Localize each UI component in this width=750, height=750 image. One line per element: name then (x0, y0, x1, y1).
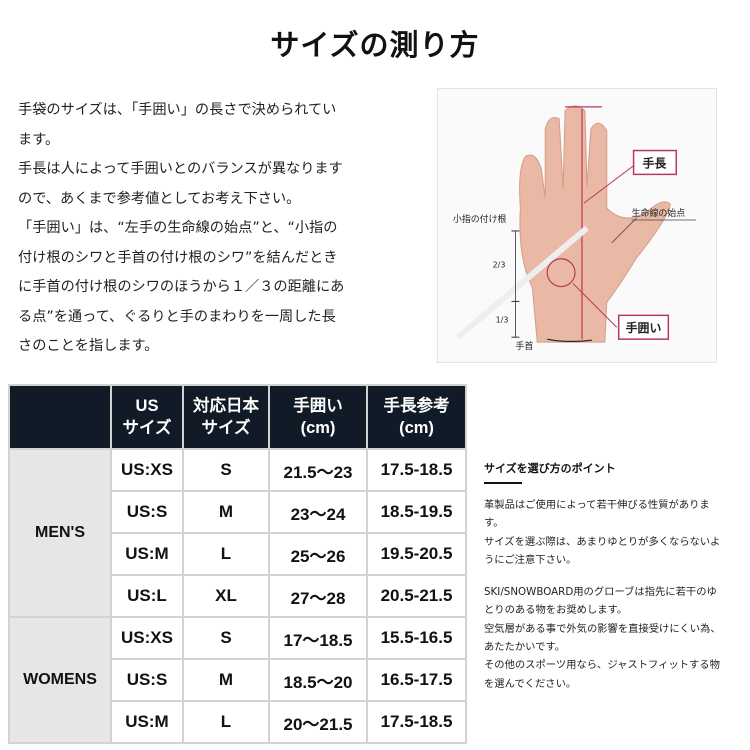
hand-length-cell: 18.5-19.5 (366, 490, 467, 534)
intro-line: ます。 (18, 131, 60, 148)
intro-text: 手袋のサイズは、「手囲い」の長さで決められてい ます。 手長は人によって手囲いと… (18, 96, 398, 362)
intro-line: ので、あくまで参考値としてお考え下さい。 (18, 190, 301, 207)
intro-line: さのことを指します。 (18, 338, 159, 354)
label-wrist: 手首 (515, 340, 533, 352)
table-row: US:M L 20〜21.5 17.5-18.5 (9, 700, 467, 744)
hand-circ-cell: 20〜21.5 (268, 700, 368, 744)
jp-size-cell: XL (182, 574, 270, 618)
table-row: US:S M 23〜24 18.5-19.5 (9, 490, 467, 534)
group-label: WOMENS (8, 616, 112, 744)
label-lifeline-start: 生命線の始点 (632, 207, 686, 219)
size-tips: サイズを選び方のポイント 革製品はご使用によって若干伸びる性質がありま す。 サイズ… (484, 460, 746, 693)
jp-size-cell: L (182, 700, 270, 744)
jp-size-cell: M (182, 658, 270, 702)
tips-para-2: SKI/SNOWBOARD用のグローブは指先に若干のゆ とりのある物をお奨めします… (484, 586, 721, 690)
header-jp-size: 対応日本 サイズ (182, 384, 270, 450)
hand-circ-cell: 23〜24 (268, 490, 368, 534)
us-size-cell: US:M (110, 700, 184, 744)
label-hand-length: 手長 (643, 156, 668, 170)
header-empty (8, 384, 112, 450)
label-pinky-base: 小指の付け根 (453, 213, 507, 225)
hand-circ-cell: 17〜18.5 (268, 616, 368, 660)
jp-size-cell: S (182, 616, 270, 660)
hand-circ-cell: 18.5〜20 (268, 658, 368, 702)
tips-para-1: 革製品はご使用によって若干伸びる性質がありま す。 サイズを選ぶ際は、あまりゆとりが… (484, 499, 721, 566)
label-two-thirds: 2/3 (493, 261, 506, 270)
hand-circ-cell: 21.5〜23 (268, 448, 368, 492)
intro-line: 手長は人によって手囲いとのバランスが異なります (18, 161, 343, 177)
us-size-cell: US:XS (110, 616, 184, 660)
intro-line: 「手囲い」は、“左手の生命線の始点”と、“小指の (18, 220, 338, 236)
table-row: US:S M 18.5〜20 16.5-17.5 (9, 658, 467, 702)
table-header-row: US サイズ 対応日本 サイズ 手囲い (cm) 手長参考 (cm) (8, 384, 467, 450)
palm-shape (519, 105, 671, 343)
intro-line: る点”を通って、ぐるりと手のまわりを一周した長 (18, 308, 336, 325)
jp-size-cell: S (182, 448, 270, 492)
jp-size-cell: L (182, 532, 270, 576)
label-one-third: 1/3 (496, 315, 509, 324)
intro-line: に手首の付け根のシワのほうから１／３の距離にあ (18, 279, 345, 295)
intro-line: 付け根のシワと手首の付け根のシワ”を結んだとき (18, 249, 338, 266)
table-row: MEN'S US:XS S 21.5〜23 17.5-18.5 (8, 448, 467, 618)
hand-length-cell: 20.5-21.5 (366, 574, 467, 618)
header-us-size: US サイズ (110, 384, 184, 450)
table-row: US:M L 25〜26 19.5-20.5 (9, 532, 467, 576)
group-label: MEN'S (8, 448, 112, 618)
hand-length-cell: 17.5-18.5 (366, 700, 467, 744)
size-table: US サイズ 対応日本 サイズ 手囲い (cm) 手長参考 (cm) MEN'S US:X… (8, 384, 467, 744)
table-row: US:L XL 27〜28 20.5-21.5 (9, 574, 467, 618)
hand-measure-illustration: 手長 生命線の始点 小指の付け根 2/3 1/3 手首 手囲い (437, 88, 717, 363)
header-hand-circ: 手囲い (cm) (268, 384, 368, 450)
us-size-cell: US:S (110, 658, 184, 702)
table-row: WOMENS US:XS S 17〜18.5 15.5-16.5 (8, 616, 467, 744)
page-title: サイズの測り方 (270, 28, 480, 62)
label-hand-circumference: 手囲い (626, 321, 662, 335)
us-size-cell: US:S (110, 490, 184, 534)
us-size-cell: US:M (110, 532, 184, 576)
hand-circ-cell: 25〜26 (268, 532, 368, 576)
tips-heading: サイズを選び方のポイント (484, 460, 746, 484)
hand-length-cell: 16.5-17.5 (366, 658, 467, 702)
hand-length-cell: 19.5-20.5 (366, 532, 467, 576)
hand-length-cell: 15.5-16.5 (366, 616, 467, 660)
hand-illustration: 手長 生命線の始点 小指の付け根 2/3 1/3 手首 手囲い (453, 105, 697, 352)
intro-line: 手袋のサイズは、「手囲い」の長さで決められてい (18, 102, 337, 118)
header-hand-length: 手長参考 (cm) (366, 384, 467, 450)
hand-circ-cell: 27〜28 (268, 574, 368, 618)
hand-length-cell: 17.5-18.5 (366, 448, 467, 492)
us-size-cell: US:L (110, 574, 184, 618)
us-size-cell: US:XS (110, 448, 184, 492)
jp-size-cell: M (182, 490, 270, 534)
